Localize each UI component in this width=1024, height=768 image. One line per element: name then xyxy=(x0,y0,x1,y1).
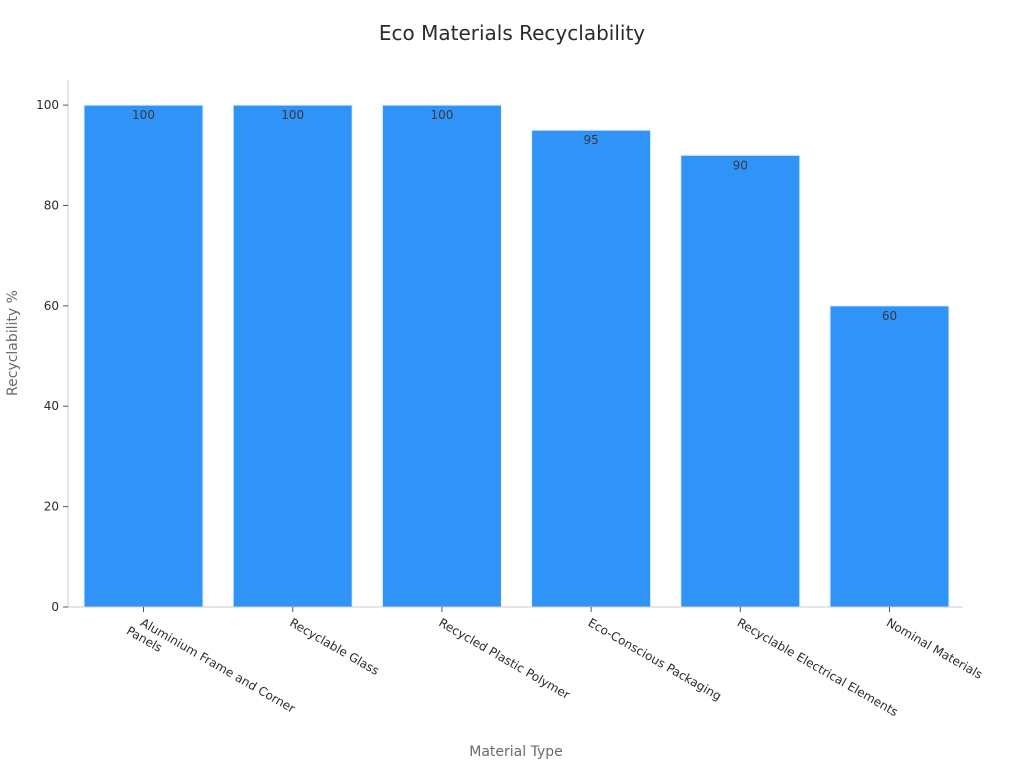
y-tick-label: 60 xyxy=(44,299,59,313)
bar-value-label: 100 xyxy=(281,108,304,122)
bar xyxy=(531,129,652,608)
x-tick-label: Recyclable Glass xyxy=(287,615,381,678)
x-tick-label: Recycled Plastic Polymer xyxy=(436,615,572,702)
bar-value-label: 100 xyxy=(430,108,453,122)
bar xyxy=(381,104,502,608)
bars-group xyxy=(83,104,950,608)
bar-labels-group: 100 100 100 95 90 60 xyxy=(132,108,897,323)
y-tick-label: 80 xyxy=(44,198,59,212)
bar xyxy=(829,305,950,608)
x-tick-label: Nominal Materials xyxy=(884,615,985,681)
y-tick-label: 20 xyxy=(44,500,59,514)
bar xyxy=(83,104,204,608)
x-tick-label: Aluminium Frame and CornerPanels xyxy=(124,611,298,727)
y-tick-label: 40 xyxy=(44,399,59,413)
chart-title: Eco Materials Recyclability xyxy=(379,21,645,45)
x-tick-label-line: Recycled Plastic Polymer xyxy=(436,615,572,702)
x-tick-label-line: Aluminium Frame and Corner xyxy=(138,615,298,715)
bar xyxy=(232,104,353,608)
bar-value-label: 90 xyxy=(733,158,748,172)
x-tick-label-line: Nominal Materials xyxy=(884,615,985,681)
bar-value-label: 60 xyxy=(882,309,897,323)
x-tick-label: Eco-Conscious Packaging xyxy=(586,615,724,703)
y-tick-label: 100 xyxy=(36,98,59,112)
x-tick-label: Recyclable Electrical Elements xyxy=(735,615,901,719)
x-tick-label-line: Recyclable Electrical Elements xyxy=(735,615,901,719)
x-axis: Aluminium Frame and CornerPanels Recyclab… xyxy=(68,606,985,727)
bar-value-label: 95 xyxy=(583,133,598,147)
y-axis-title: Recyclability % xyxy=(5,290,21,396)
y-axis: 0 20 40 60 80 100 xyxy=(36,80,69,614)
x-tick-label-line: Eco-Conscious Packaging xyxy=(586,615,724,703)
bar xyxy=(680,154,801,608)
y-tick-label: 0 xyxy=(51,600,59,614)
x-tick-label-line: Recyclable Glass xyxy=(287,615,381,678)
x-axis-title: Material Type xyxy=(469,744,562,760)
bar-value-label: 100 xyxy=(132,108,155,122)
